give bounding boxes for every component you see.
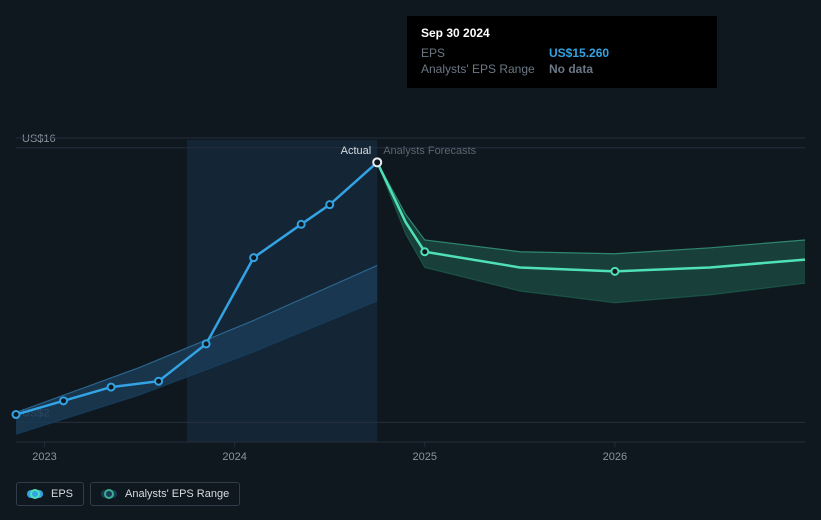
eps-marker-actual[interactable] [298, 221, 305, 228]
axis-label-x: 2023 [32, 451, 56, 463]
tooltip-row: Analysts' EPS RangeNo data [421, 62, 703, 76]
eps-marker-actual[interactable] [13, 411, 20, 418]
eps-marker-actual[interactable] [203, 340, 210, 347]
axis-label-y: US$16 [22, 133, 56, 145]
eps-marker-forecast[interactable] [421, 248, 428, 255]
tooltip-date: Sep 30 2024 [421, 26, 703, 40]
eps-marker-actual[interactable] [326, 201, 333, 208]
eps-marker-actual[interactable] [155, 378, 162, 385]
axis-label-x: 2024 [222, 451, 246, 463]
tooltip-row-value: No data [549, 62, 593, 76]
eps-chart: US$2US$162023202420252026ActualAnalysts … [0, 0, 821, 520]
tooltip-row: EPSUS$15.260 [421, 46, 703, 60]
legend-swatch-icon [27, 490, 43, 498]
tooltip-row-label: Analysts' EPS Range [421, 62, 549, 76]
tooltip-row-label: EPS [421, 46, 549, 60]
section-label-forecast: Analysts Forecasts [383, 145, 476, 157]
eps-marker-actual[interactable] [250, 254, 257, 261]
axis-label-x: 2026 [603, 451, 627, 463]
legend-item-label: EPS [51, 488, 73, 500]
section-label-actual: Actual [341, 145, 372, 157]
eps-marker-actual[interactable] [108, 384, 115, 391]
legend-item[interactable]: Analysts' EPS Range [90, 482, 240, 506]
tooltip-row-value: US$15.260 [549, 46, 609, 60]
chart-legend: EPS Analysts' EPS Range [16, 482, 240, 506]
legend-item[interactable]: EPS [16, 482, 84, 506]
legend-item-label: Analysts' EPS Range [125, 488, 229, 500]
legend-swatch-icon [101, 490, 117, 498]
axis-label-x: 2025 [413, 451, 437, 463]
hover-marker[interactable] [373, 158, 381, 166]
eps-marker-forecast[interactable] [611, 268, 618, 275]
eps-marker-actual[interactable] [60, 397, 67, 404]
chart-tooltip: Sep 30 2024 EPSUS$15.260Analysts' EPS Ra… [407, 16, 717, 88]
